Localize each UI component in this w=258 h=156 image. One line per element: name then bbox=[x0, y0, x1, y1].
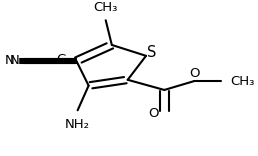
Text: S: S bbox=[147, 45, 157, 60]
Text: O: O bbox=[148, 107, 159, 120]
Text: N: N bbox=[4, 54, 14, 67]
Text: NH₂: NH₂ bbox=[65, 118, 90, 131]
Text: CH₃: CH₃ bbox=[230, 75, 255, 88]
Text: C: C bbox=[57, 53, 66, 66]
Text: O: O bbox=[190, 68, 200, 80]
Text: N: N bbox=[9, 54, 19, 67]
Text: CH₃: CH₃ bbox=[94, 1, 118, 15]
